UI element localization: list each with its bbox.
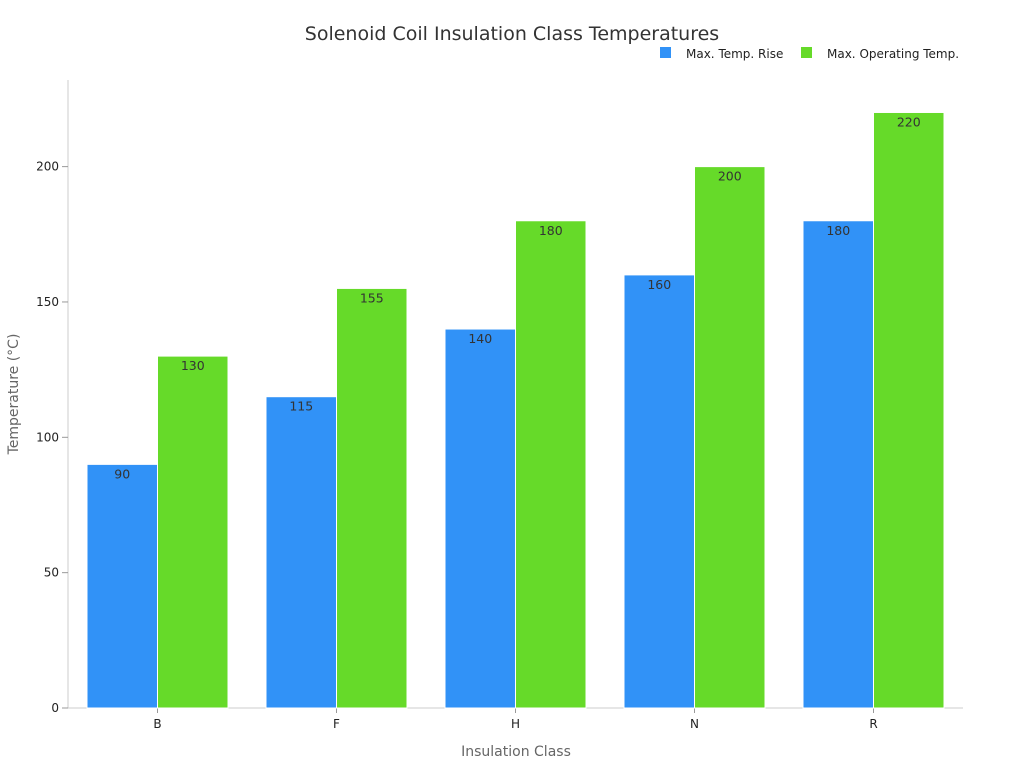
y-tick-label: 0 <box>51 701 59 715</box>
x-tick-label: F <box>333 717 340 731</box>
legend-item: Max. Temp. Rise <box>660 47 783 61</box>
bar <box>444 328 516 709</box>
bar <box>802 220 874 709</box>
x-tick-label: N <box>690 717 699 731</box>
data-label: 140 <box>468 331 492 346</box>
plot-area: 0 50 100 150 200 B 90 130 F 115 155 H 140 180 N 160 200 R… <box>36 80 963 731</box>
bar <box>86 463 158 709</box>
data-label: 90 <box>114 466 130 481</box>
data-label: 115 <box>289 399 313 414</box>
data-label: 130 <box>181 358 205 373</box>
data-label: 200 <box>718 169 742 184</box>
bar <box>265 396 337 709</box>
data-label: 180 <box>539 223 563 238</box>
data-label: 160 <box>647 277 671 292</box>
y-axis-label: Temperature (°C) <box>6 334 22 456</box>
bar <box>694 166 766 709</box>
legend-item: Max. Operating Temp. <box>801 47 959 61</box>
x-tick-label: R <box>869 717 877 731</box>
bar <box>157 355 229 709</box>
legend-swatch <box>801 47 812 58</box>
legend-label: Max. Operating Temp. <box>827 47 959 61</box>
y-tick-label: 100 <box>36 430 59 444</box>
y-tick-label: 200 <box>36 160 59 174</box>
bar <box>336 287 408 709</box>
y-tick-label: 150 <box>36 295 59 309</box>
y-tick-label: 50 <box>44 566 59 580</box>
legend-swatch <box>660 47 671 58</box>
bar <box>873 111 945 709</box>
data-label: 155 <box>360 290 384 305</box>
chart-title: Solenoid Coil Insulation Class Temperatu… <box>305 23 719 45</box>
x-axis-label: Insulation Class <box>461 744 571 760</box>
legend-label: Max. Temp. Rise <box>686 47 783 61</box>
data-label: 220 <box>897 114 921 129</box>
x-tick-label: H <box>511 717 520 731</box>
bar <box>515 220 587 709</box>
data-label: 180 <box>826 223 850 238</box>
x-tick-label: B <box>153 717 161 731</box>
legend: Max. Temp. Rise Max. Operating Temp. <box>660 47 959 61</box>
bar <box>623 274 695 709</box>
